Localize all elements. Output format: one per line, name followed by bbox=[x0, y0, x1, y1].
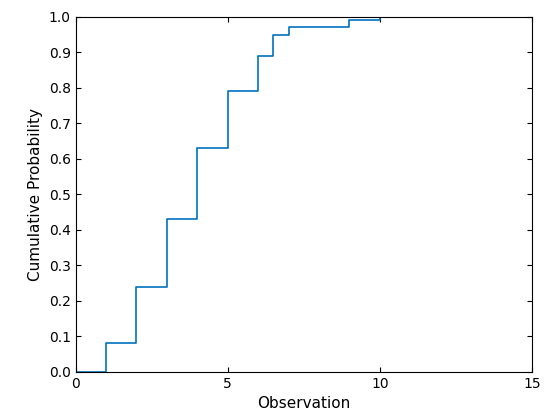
Y-axis label: Cumulative Probability: Cumulative Probability bbox=[28, 108, 43, 281]
X-axis label: Observation: Observation bbox=[257, 396, 351, 411]
